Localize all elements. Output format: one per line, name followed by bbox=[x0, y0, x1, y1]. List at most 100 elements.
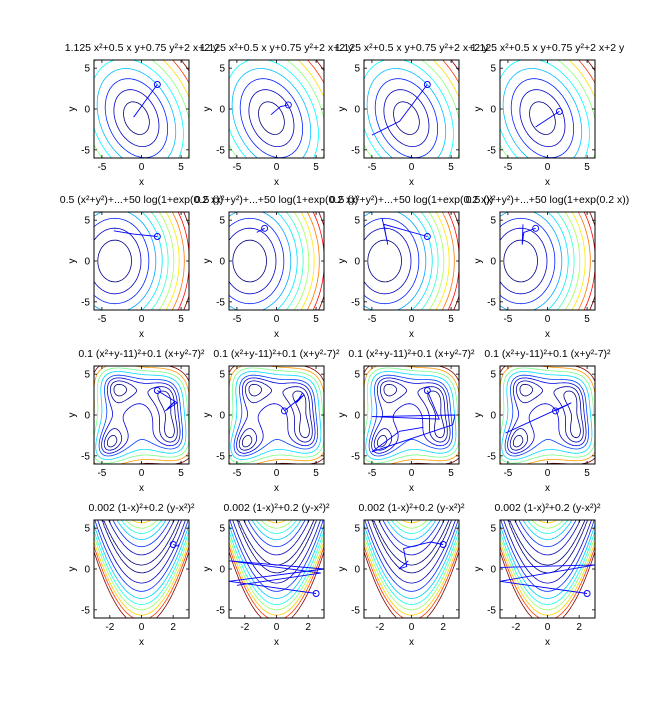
contour-level-2 bbox=[103, 380, 178, 451]
x-tick-label: -5 bbox=[503, 468, 512, 479]
x-tick-label: 2 bbox=[576, 622, 582, 633]
contour-level-6 bbox=[94, 520, 189, 611]
subplot-r3-c2: -5 0 5 -5 0 5 x y 0.1 (x²+y-11)²+0.1 (x+y²-7)² bbox=[202, 348, 340, 494]
y-tick-label: -5 bbox=[351, 451, 360, 462]
optimizer-path bbox=[398, 541, 444, 570]
start-marker bbox=[280, 407, 288, 415]
contour-level-8 bbox=[229, 546, 324, 618]
contour-level-4 bbox=[368, 374, 453, 457]
contour-level-2 bbox=[500, 227, 548, 295]
start-marker bbox=[284, 101, 292, 109]
contour-lines bbox=[229, 60, 324, 158]
axes-frame bbox=[499, 211, 596, 311]
y-axis-label: y bbox=[337, 567, 348, 572]
contour-level-6 bbox=[94, 367, 189, 464]
start-marker bbox=[555, 107, 563, 115]
y-tick-label: -5 bbox=[81, 145, 90, 156]
y-tick-label: 5 bbox=[84, 216, 90, 227]
x-tick-label: 2 bbox=[305, 622, 311, 633]
contour-level-3 bbox=[510, 78, 574, 158]
y-axis-label: y bbox=[473, 567, 484, 572]
y-tick-label: 0 bbox=[219, 257, 225, 268]
start-marker bbox=[551, 407, 559, 415]
subplot-title: 1.125 x²+0.5 x y+0.75 y²+2 x+2 y bbox=[471, 42, 625, 54]
x-tick-label: -5 bbox=[232, 314, 241, 325]
contour-level-1 bbox=[393, 101, 420, 135]
x-tick-label: 0 bbox=[545, 468, 551, 479]
contour-level-2 bbox=[232, 520, 321, 584]
contour-level-5 bbox=[547, 212, 569, 310]
contour-level-5 bbox=[365, 371, 457, 460]
x-tick-label: -5 bbox=[367, 314, 376, 325]
x-tick-label: -5 bbox=[97, 314, 106, 325]
start-marker bbox=[169, 541, 177, 548]
contour-level-4 bbox=[231, 68, 312, 158]
contour-level-8 bbox=[442, 60, 459, 84]
x-tick-label: 5 bbox=[178, 162, 184, 173]
contour-level-1 bbox=[503, 239, 538, 283]
y-axis-label: y bbox=[67, 413, 78, 418]
contour-level-4 bbox=[94, 212, 157, 310]
y-axis-label: y bbox=[67, 107, 78, 112]
subplot-title: 0.002 (1-x)²+0.2 (y-x²)² bbox=[495, 502, 601, 514]
x-tick-label: -5 bbox=[367, 468, 376, 479]
x-axis-label: x bbox=[545, 483, 550, 494]
y-tick-label: -5 bbox=[351, 605, 360, 616]
x-tick-label: 5 bbox=[178, 314, 184, 325]
contour-level-4 bbox=[233, 374, 318, 457]
x-tick-label: 0 bbox=[409, 314, 415, 325]
contour-level-1 bbox=[106, 383, 175, 448]
y-tick-label: 0 bbox=[84, 257, 90, 268]
contour-level-4 bbox=[502, 68, 583, 158]
contour-level-1 bbox=[371, 520, 452, 574]
optimizer-path bbox=[113, 230, 158, 237]
contour-level-4 bbox=[98, 374, 183, 457]
contour-level-7 bbox=[158, 212, 175, 310]
subplot-r2-c3: -5 0 5 -5 0 5 x y 0.5 (x²+y²)+...+50 log(1+exp(0… bbox=[330, 194, 493, 340]
contour-level-7 bbox=[293, 212, 310, 310]
y-tick-label: -5 bbox=[81, 451, 90, 462]
contour-level-3 bbox=[364, 217, 420, 305]
contour-level-4 bbox=[500, 520, 595, 599]
contour-lines bbox=[364, 366, 459, 464]
y-tick-label: -5 bbox=[81, 605, 90, 616]
y-axis-label: y bbox=[202, 259, 213, 264]
contour-level-1 bbox=[123, 101, 150, 135]
contour-level-9 bbox=[94, 551, 189, 618]
x-tick-label: 2 bbox=[440, 622, 446, 633]
x-tick-label: -5 bbox=[232, 468, 241, 479]
y-tick-label: 0 bbox=[219, 105, 225, 116]
y-tick-label: -5 bbox=[216, 605, 225, 616]
x-axis-label: x bbox=[545, 329, 550, 340]
y-tick-label: 0 bbox=[354, 565, 360, 576]
x-tick-label: -5 bbox=[503, 162, 512, 173]
contour-level-2 bbox=[373, 380, 448, 451]
y-tick-label: 5 bbox=[354, 370, 360, 381]
contour-level-1 bbox=[529, 101, 556, 135]
contour-lines bbox=[94, 60, 189, 158]
x-tick-label: 5 bbox=[448, 468, 454, 479]
contour-level-1 bbox=[367, 239, 402, 283]
x-tick-label: -5 bbox=[367, 162, 376, 173]
start-marker bbox=[532, 224, 540, 232]
subplot-r4-c2: -2 0 2 -5 0 5 x y 0.002 (1-x)²+0.2 (y-x²)² bbox=[202, 502, 330, 648]
x-tick-label: 0 bbox=[139, 314, 145, 325]
contour-level-4 bbox=[94, 520, 189, 599]
contour-level-4 bbox=[96, 68, 177, 158]
y-tick-label: 0 bbox=[490, 105, 496, 116]
y-tick-label: 5 bbox=[84, 370, 90, 381]
x-tick-label: 5 bbox=[313, 162, 319, 173]
y-tick-label: 0 bbox=[354, 105, 360, 116]
x-axis-label: x bbox=[274, 329, 279, 340]
optimizer-path bbox=[371, 390, 456, 453]
y-tick-label: 5 bbox=[219, 64, 225, 75]
subplot-title: 0.002 (1-x)²+0.2 (y-x²)² bbox=[89, 502, 195, 514]
optimizer-path bbox=[371, 84, 428, 136]
contour-level-5 bbox=[500, 520, 595, 605]
y-tick-label: 0 bbox=[84, 105, 90, 116]
x-axis-label: x bbox=[274, 177, 279, 188]
x-tick-label: -2 bbox=[240, 622, 249, 633]
contour-level-3 bbox=[239, 78, 303, 158]
contour-level-3 bbox=[104, 78, 168, 158]
optimizer-path bbox=[505, 402, 572, 434]
